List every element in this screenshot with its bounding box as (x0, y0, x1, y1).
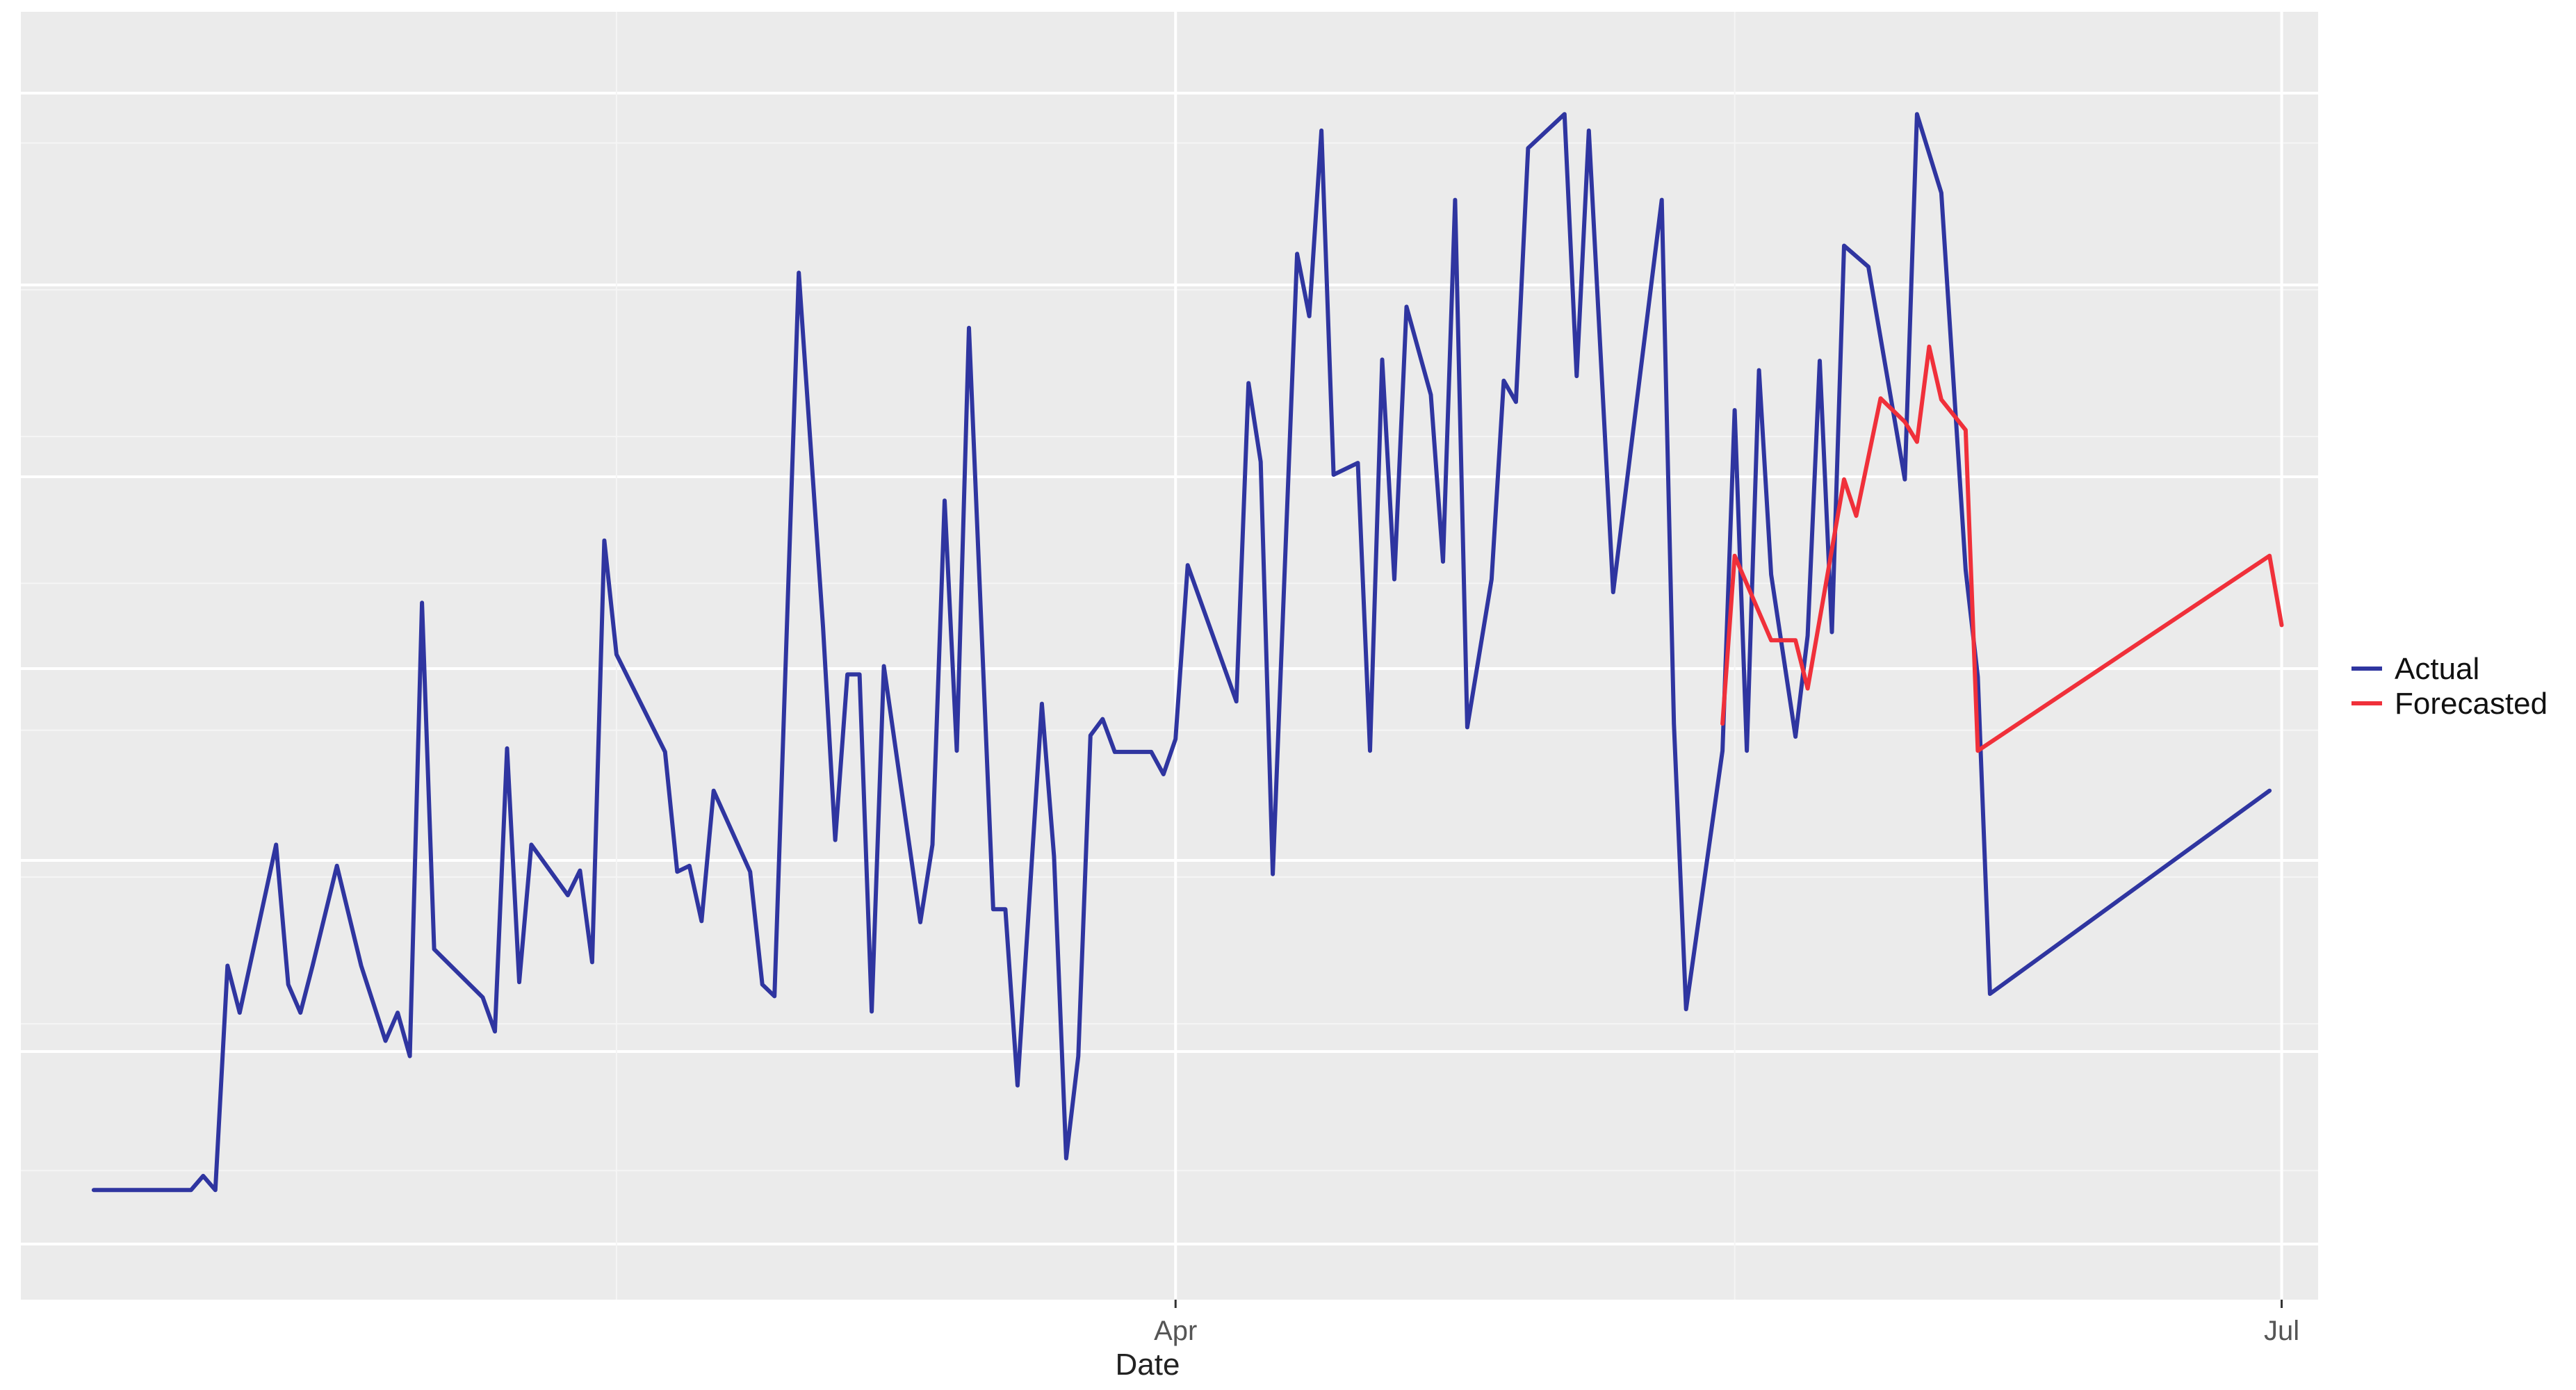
x-tick-label: Apr (1154, 1316, 1197, 1346)
legend-label-forecasted: Forecasted (2395, 687, 2548, 721)
legend-label-actual: Actual (2395, 652, 2479, 686)
grid-lines (21, 12, 2318, 1300)
series-line-forecasted (1720, 344, 2284, 753)
series-line-actual (91, 112, 2272, 1193)
x-axis-title: Date (1116, 1348, 1180, 1382)
x-tick-label: Jul (2264, 1316, 2299, 1346)
plot-panel (21, 12, 2318, 1300)
series-layer (91, 112, 2284, 1193)
x-axis-ticks: Apr Jul (1154, 1300, 2299, 1346)
